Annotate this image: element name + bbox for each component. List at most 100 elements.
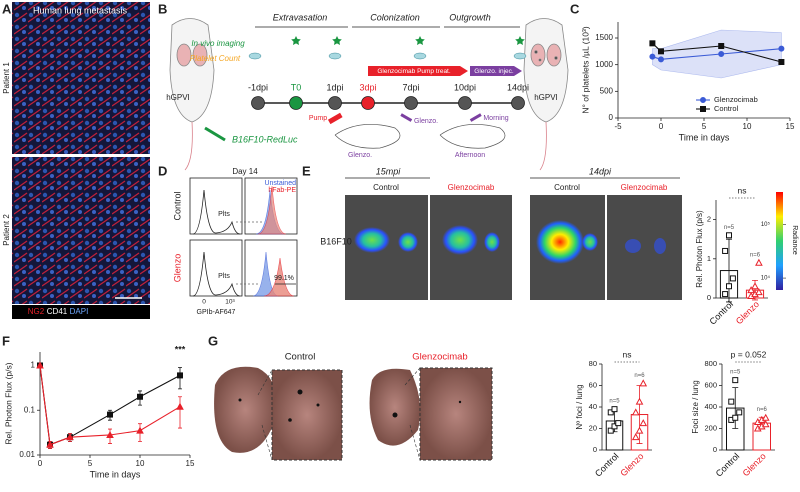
x-tick-label: 5 (88, 459, 93, 468)
data-point (631, 433, 640, 441)
timepoint (251, 96, 265, 110)
marker (778, 59, 785, 65)
x-tick-label: Control (708, 299, 736, 327)
x-axis-label: Time in days (90, 469, 141, 479)
legend-text: In vivo imaging (191, 39, 245, 48)
x-tick-label: Glenzo (618, 451, 645, 478)
timeline-points: -1dpi T0 1dpi 3dpi 7dpi 10dpi 14dpi (248, 82, 529, 110)
x-tick-label: Control (593, 451, 621, 479)
data-point (611, 406, 618, 413)
marker (649, 40, 656, 47)
annotation: *** (175, 344, 186, 354)
mouse-left (169, 18, 215, 171)
legend-entry: Glenzocimab (714, 95, 758, 104)
x-axis-label: GPIb-AF647 (197, 309, 236, 316)
data-point (751, 282, 759, 290)
data-point (732, 377, 739, 384)
x-tick-label: Glenzo (734, 299, 761, 326)
image-title: Human lung metastasis (33, 5, 128, 15)
phase-label: Outgrowth (449, 12, 491, 22)
y-tick-label: 0 (609, 113, 614, 122)
data-point (726, 283, 732, 290)
data-point (755, 258, 763, 266)
condition-label: Glenzocimab (412, 352, 467, 363)
data-point (639, 379, 648, 387)
data-point (639, 419, 648, 427)
y-axis-label: Nº foci / lung (575, 384, 584, 429)
schedule-label: Afternoon (455, 152, 485, 159)
series-line (39, 365, 181, 446)
x-tick-label: 0 (659, 122, 664, 131)
error-bar (178, 396, 182, 429)
schedule-label: Morning (483, 115, 508, 122)
n-label: n=5 (724, 225, 735, 231)
marker (718, 43, 725, 49)
data-point (631, 408, 640, 416)
x-tick-label: Glenzo (741, 451, 768, 478)
y-tick-label: 1500 (595, 33, 613, 42)
data-point (761, 413, 770, 421)
timepoint (458, 96, 472, 110)
colorbar-tick-label: 10⁴ (761, 275, 771, 282)
colorbar (776, 192, 783, 290)
colorbar-label: Radiance (791, 225, 798, 255)
x-tick-label: 5 (702, 122, 707, 131)
legend-marker (700, 106, 706, 112)
timepoint-label: 14dpi (507, 82, 529, 92)
data-point (635, 397, 644, 405)
marker (66, 433, 74, 441)
legend-entry: hFab-PE (268, 187, 296, 194)
y-tick-label: 1 (707, 254, 711, 263)
panel-label: D (158, 163, 167, 178)
marker (177, 372, 183, 379)
phase-label: Extravasation (273, 12, 328, 22)
timepoint-label: 3dpi (359, 82, 376, 92)
data-point (729, 275, 736, 282)
x-tick-label: 0 (202, 299, 206, 306)
panel-label: A (2, 1, 12, 16)
syringe (204, 126, 226, 142)
histogram-fab (263, 257, 295, 297)
x-tick-label: 10 (743, 122, 752, 131)
data-point (736, 409, 743, 416)
x-tick-label: 0 (38, 459, 43, 468)
row-label: Patient 2 (2, 214, 11, 246)
legend-marker (700, 97, 706, 103)
x-tick-label: 10³ (225, 299, 235, 306)
timepoint (361, 96, 375, 110)
data-point (761, 420, 770, 428)
series-line (652, 48, 782, 60)
axes (721, 364, 775, 451)
histogram-curves (192, 189, 241, 297)
data-point (726, 232, 732, 239)
stain-label: NG2 (28, 307, 45, 316)
timepoint (404, 96, 418, 110)
y-tick-label: 20 (589, 423, 597, 432)
y-tick-label: 0 (713, 445, 717, 454)
mouse-model: hGPVI (534, 93, 558, 102)
cell-line: B16F10 (320, 236, 352, 246)
error-bar (726, 238, 732, 303)
marker (649, 53, 656, 60)
x-tick-label: Control (714, 451, 742, 479)
y-tick-label: 1 (31, 361, 36, 370)
n-label: n=5 (609, 399, 620, 405)
x-axis-label: Time in days (679, 132, 730, 142)
signal-blobs (354, 220, 666, 264)
marker (46, 440, 54, 448)
timepoint-label: 15mpi (376, 166, 402, 176)
schedule-label: Glenzo. (348, 152, 372, 159)
significance-label: ns (623, 349, 632, 359)
micrograph (12, 157, 150, 304)
n-label: n=6 (634, 373, 645, 379)
legend-bar (12, 305, 150, 319)
data-point (732, 414, 739, 421)
condition-label: Glenzocimab (448, 183, 495, 192)
marker (778, 45, 785, 52)
marker (106, 430, 114, 438)
y-axis-label: Rel. Photon Flux (p/s) (695, 210, 704, 288)
marker (718, 51, 725, 57)
marker (136, 426, 144, 434)
y-tick-label: 40 (589, 402, 597, 411)
treatment-label: Glenzo. injec. (474, 68, 514, 75)
